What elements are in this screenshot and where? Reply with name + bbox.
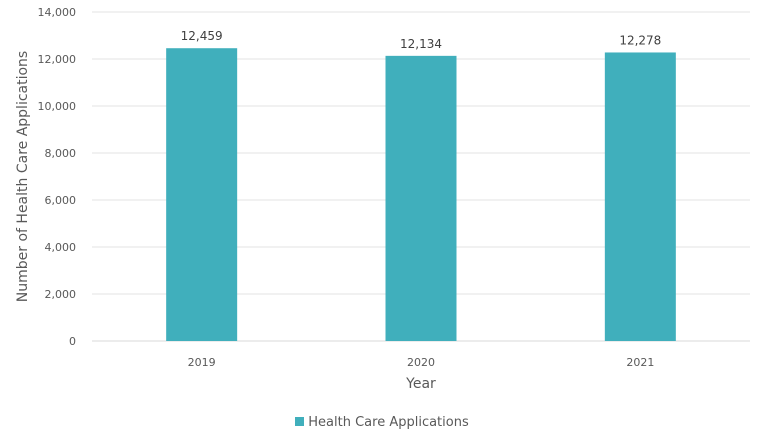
data-label: 12,278 [619,33,661,47]
y-tick-label: 4,000 [45,241,77,254]
bar [604,52,676,341]
bar [385,55,457,341]
y-tick-label: 14,000 [38,6,77,19]
x-tick-label: 2021 [626,356,654,369]
y-axis-title: Number of Health Care Applications [15,51,31,302]
bar [166,48,238,341]
y-tick-label: 6,000 [45,194,77,207]
x-axis-title: Year [405,376,436,392]
y-tick-label: 10,000 [38,100,77,113]
y-tick-label: 2,000 [45,288,77,301]
data-label: 12,459 [181,29,223,43]
legend-label: Health Care Applications [308,415,469,430]
bars [166,48,676,341]
y-tick-label: 0 [69,335,76,348]
y-tick-label: 12,000 [38,53,77,66]
x-axis-ticks: 2019 2020 2021 [188,356,655,369]
data-labels: 12,459 12,134 12,278 [181,29,662,51]
data-label: 12,134 [400,37,442,51]
x-tick-label: 2020 [407,356,435,369]
legend: Health Care Applications [0,415,764,430]
y-tick-label: 8,000 [45,147,77,160]
x-tick-label: 2019 [188,356,216,369]
y-axis-ticks: 0 2,000 4,000 6,000 8,000 10,000 12,000 14,000 [38,6,77,348]
legend-swatch [295,417,305,426]
